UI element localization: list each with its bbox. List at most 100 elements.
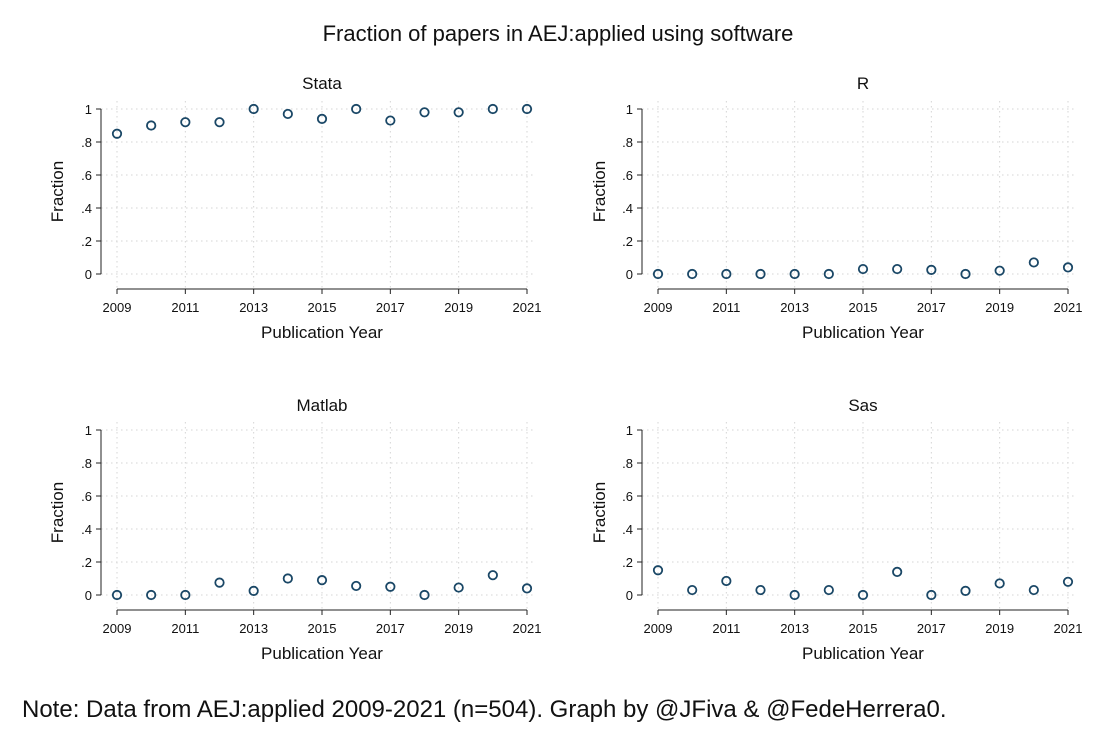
data-point-sas [652,565,664,576]
data-point-matlab [180,589,191,601]
figure-note: Note: Data from AEJ:applied 2009-2021 (n… [22,696,947,723]
data-point-matlab [385,581,396,592]
x-axis-title: Publication Year [802,644,924,663]
data-point-r [789,268,800,280]
ytick-label: 1 [85,102,92,117]
ytick-label: .2 [622,234,633,249]
data-point-matlab [214,577,225,588]
ytick-label: .6 [81,489,92,504]
ytick-label: 0 [626,588,633,603]
xtick-label: 2011 [171,621,199,636]
data-point-r [1062,262,1074,273]
ytick-label: .2 [81,555,92,570]
x-axis-title: Publication Year [261,644,383,663]
data-point-stata [453,107,464,118]
data-point-sas [721,575,732,587]
xtick-label: 2009 [103,621,132,636]
xtick-label: 2017 [917,300,946,315]
data-point-sas [960,585,971,596]
data-point-r [994,265,1005,276]
ytick-label: .2 [81,234,92,249]
ytick-label: .6 [622,489,633,504]
data-point-r [1028,257,1039,268]
data-point-stata [385,115,396,126]
data-point-sas [857,589,869,601]
ytick-label: .8 [81,135,92,150]
ytick-label: .4 [81,201,92,216]
data-point-stata [214,117,225,128]
data-point-r [721,268,732,280]
ytick-label: .4 [81,522,92,537]
x-axis-title: Publication Year [261,323,383,342]
ytick-label: 0 [85,267,92,282]
xtick-label: 2013 [780,621,809,636]
xtick-label: 2021 [1054,621,1083,636]
xtick-label: 2013 [239,621,268,636]
data-point-matlab [146,589,157,601]
y-axis-title: Fraction [48,482,67,543]
data-point-stata [521,103,533,115]
xtick-label: 2011 [712,621,740,636]
data-point-matlab [316,575,328,586]
data-point-matlab [248,585,259,596]
panel-title-stata: Stata [302,74,342,93]
data-point-matlab [419,589,430,601]
panel-r: R 0 .2 .4 .6 .8 1 2009 2011 2013 2015 2017 2019 2021 P… [590,74,1082,342]
ytick-label: 1 [626,102,633,117]
data-point-stata [419,107,430,118]
xtick-label: 2015 [849,300,878,315]
data-point-matlab [487,570,498,581]
panel-sas: Sas 0 .2 .4 .6 .8 1 2009 2011 2013 2015 2017 2019 202… [590,396,1082,663]
data-point-matlab [521,583,533,594]
xtick-label: 2021 [513,621,542,636]
xtick-label: 2009 [103,300,132,315]
data-point-sas [687,584,698,596]
data-point-sas [926,589,937,601]
ytick-label: .8 [622,135,633,150]
xtick-label: 2017 [917,621,946,636]
data-point-stata [248,103,259,115]
y-axis-title: Fraction [590,161,609,222]
data-point-stata [111,128,123,139]
data-point-r [892,263,903,275]
data-point-stata [487,103,498,115]
xtick-label: 2013 [239,300,268,315]
xtick-label: 2017 [376,300,405,315]
ytick-label: 0 [626,267,633,282]
panel-title-r: R [857,74,869,93]
data-point-sas [1028,584,1039,596]
xtick-label: 2009 [644,300,673,315]
data-point-stata [180,117,191,128]
panel-stata: Stata 0 .2 .4 .6 .8 1 2009 2011 2013 2015 2017 2019 2… [48,74,541,342]
data-point-matlab [111,589,123,601]
data-point-sas [1062,576,1074,587]
ytick-label: .8 [622,456,633,471]
x-axis-title: Publication Year [802,323,924,342]
data-point-matlab [351,580,362,592]
xtick-label: 2011 [712,300,740,315]
xtick-label: 2019 [444,621,473,636]
xtick-label: 2019 [444,300,473,315]
xtick-label: 2021 [513,300,542,315]
xtick-label: 2021 [1054,300,1083,315]
ytick-label: .4 [622,201,633,216]
data-point-sas [892,566,903,578]
ytick-label: 0 [85,588,92,603]
xtick-label: 2009 [644,621,673,636]
data-point-matlab [453,582,464,593]
ytick-label: .2 [622,555,633,570]
xtick-label: 2015 [308,621,337,636]
data-point-r [755,268,766,280]
data-point-r [926,264,937,275]
xtick-label: 2019 [985,300,1014,315]
xtick-label: 2015 [308,300,337,315]
ytick-label: .6 [622,168,633,183]
panel-title-matlab: Matlab [296,396,347,415]
data-point-r [857,263,869,275]
ytick-label: .6 [81,168,92,183]
data-point-r [823,268,834,280]
figure-title: Fraction of papers in AEJ:applied using … [323,21,794,46]
data-point-sas [994,578,1005,589]
data-point-r [652,268,664,280]
